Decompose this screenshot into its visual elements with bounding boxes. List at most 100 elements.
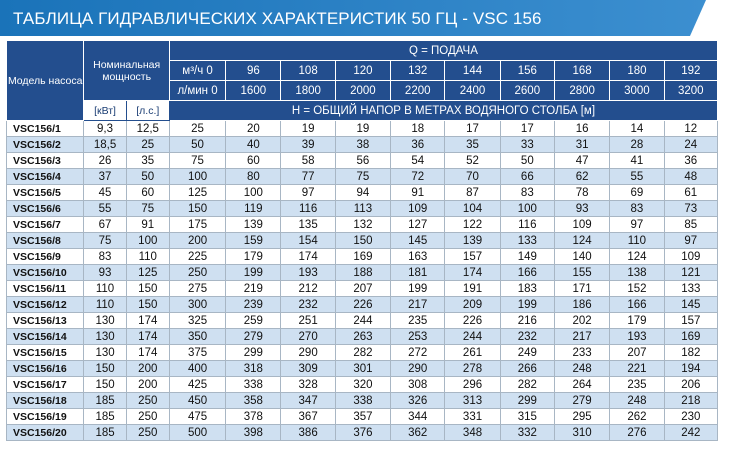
head-cell: 24 (663, 136, 719, 153)
head-cell: 193 (280, 264, 336, 281)
table-row: VSC156/5 45 60 125 100 97 94 91 87 83 78 69 61 (5, 184, 719, 201)
flow-value: 156 (499, 60, 555, 81)
table-row: VSC156/1 9,3 12,5 25 20 19 19 18 17 17 16 14 12 (5, 120, 719, 137)
head-cell: 97 (663, 232, 719, 249)
kw-cell: 130 (83, 312, 127, 329)
flow-value: 96 (225, 60, 282, 81)
head-cell: 362 (390, 424, 446, 441)
head-zero-cell: 425 (168, 376, 227, 393)
flow-value: 180 (609, 60, 665, 81)
kw-cell: 110 (83, 280, 127, 297)
head-cell: 124 (553, 232, 611, 249)
head-cell: 109 (390, 200, 446, 217)
head-cell: 169 (334, 248, 392, 265)
head-cell: 202 (553, 312, 611, 329)
head-cell: 104 (444, 200, 501, 217)
head-cell: 296 (444, 376, 501, 393)
model-cell: VSC156/3 (5, 152, 85, 169)
head-cell: 133 (499, 232, 555, 249)
head-cell: 155 (553, 264, 611, 281)
model-cell: VSC156/16 (5, 360, 85, 377)
head-cell: 174 (444, 264, 501, 281)
head-cell: 14 (609, 120, 665, 137)
head-zero-cell: 200 (168, 232, 227, 249)
hp-cell: 250 (125, 392, 170, 409)
hp-unit: [л.с.] (125, 100, 170, 121)
head-cell: 100 (225, 184, 282, 201)
model-cell: VSC156/12 (5, 296, 85, 313)
head-cell: 122 (444, 216, 501, 233)
head-cell: 163 (390, 248, 446, 265)
head-cell: 48 (663, 168, 719, 185)
kw-cell: 26 (83, 152, 127, 169)
head-cell: 31 (553, 136, 611, 153)
head-cell: 253 (390, 328, 446, 345)
kw-cell: 37 (83, 168, 127, 185)
head-cell: 299 (499, 392, 555, 409)
hp-cell: 50 (125, 168, 170, 185)
head-cell: 218 (663, 392, 719, 409)
head-cell: 94 (334, 184, 392, 201)
head-cell: 290 (390, 360, 446, 377)
head-cell: 278 (444, 360, 501, 377)
head-cell: 206 (663, 376, 719, 393)
hp-cell: 25 (125, 136, 170, 153)
head-cell: 124 (609, 248, 665, 265)
table-row: VSC156/9 83 110 225 179 174 169 163 157 149 140 124… (5, 248, 719, 265)
head-cell: 186 (553, 296, 611, 313)
table-row: VSC156/13 130 174 325 259 251 244 235 226 216 202 1… (5, 312, 719, 329)
head-cell: 219 (225, 280, 282, 297)
head-cell: 60 (225, 152, 282, 169)
hp-cell: 174 (125, 344, 170, 361)
head-cell: 149 (499, 248, 555, 265)
table-row: VSC156/2 18,5 25 50 40 39 38 36 35 33 31 28 24 (5, 136, 719, 153)
head-cell: 66 (499, 168, 555, 185)
head-cell: 18 (390, 120, 446, 137)
head-cell: 226 (334, 296, 392, 313)
kw-cell: 45 (83, 184, 127, 201)
flow-value: 192 (663, 60, 719, 81)
head-cell: 199 (390, 280, 446, 297)
head-cell: 19 (334, 120, 392, 137)
hp-cell: 200 (125, 360, 170, 377)
head-cell: 320 (334, 376, 392, 393)
head-cell: 299 (225, 344, 282, 361)
head-cell: 77 (280, 168, 336, 185)
head-cell: 109 (553, 216, 611, 233)
flow-value: 2800 (553, 80, 611, 101)
flow-value: 1800 (280, 80, 336, 101)
head-cell: 78 (553, 184, 611, 201)
head-header: H = ОБЩИЙ НАПОР В МЕТРАХ ВОДЯНОГО СТОЛБА… (168, 100, 719, 121)
head-cell: 20 (225, 120, 282, 137)
head-cell: 132 (334, 216, 392, 233)
head-cell: 251 (280, 312, 336, 329)
head-cell: 75 (334, 168, 392, 185)
head-cell: 357 (334, 408, 392, 425)
head-cell: 276 (609, 424, 665, 441)
head-zero-cell: 25 (168, 120, 227, 137)
table-row: VSC156/20 185 250 500 398 386 376 362 348 332 310 2… (5, 424, 719, 441)
head-cell: 249 (499, 344, 555, 361)
kw-cell: 185 (83, 392, 127, 409)
kw-cell: 83 (83, 248, 127, 265)
head-cell: 295 (553, 408, 611, 425)
head-cell: 62 (553, 168, 611, 185)
head-cell: 376 (334, 424, 392, 441)
head-cell: 232 (499, 328, 555, 345)
head-cell: 332 (499, 424, 555, 441)
head-cell: 233 (553, 344, 611, 361)
flow-value: 3000 (609, 80, 665, 101)
hp-cell: 250 (125, 408, 170, 425)
head-cell: 171 (553, 280, 611, 297)
table-row: VSC156/17 150 200 425 338 328 320 308 296 282 264 2… (5, 376, 719, 393)
head-cell: 259 (225, 312, 282, 329)
head-cell: 282 (499, 376, 555, 393)
model-cell: VSC156/7 (5, 216, 85, 233)
head-zero-cell: 275 (168, 280, 227, 297)
head-cell: 72 (390, 168, 446, 185)
head-cell: 338 (225, 376, 282, 393)
head-cell: 139 (225, 216, 282, 233)
head-cell: 140 (553, 248, 611, 265)
head-cell: 279 (225, 328, 282, 345)
head-zero-cell: 225 (168, 248, 227, 265)
